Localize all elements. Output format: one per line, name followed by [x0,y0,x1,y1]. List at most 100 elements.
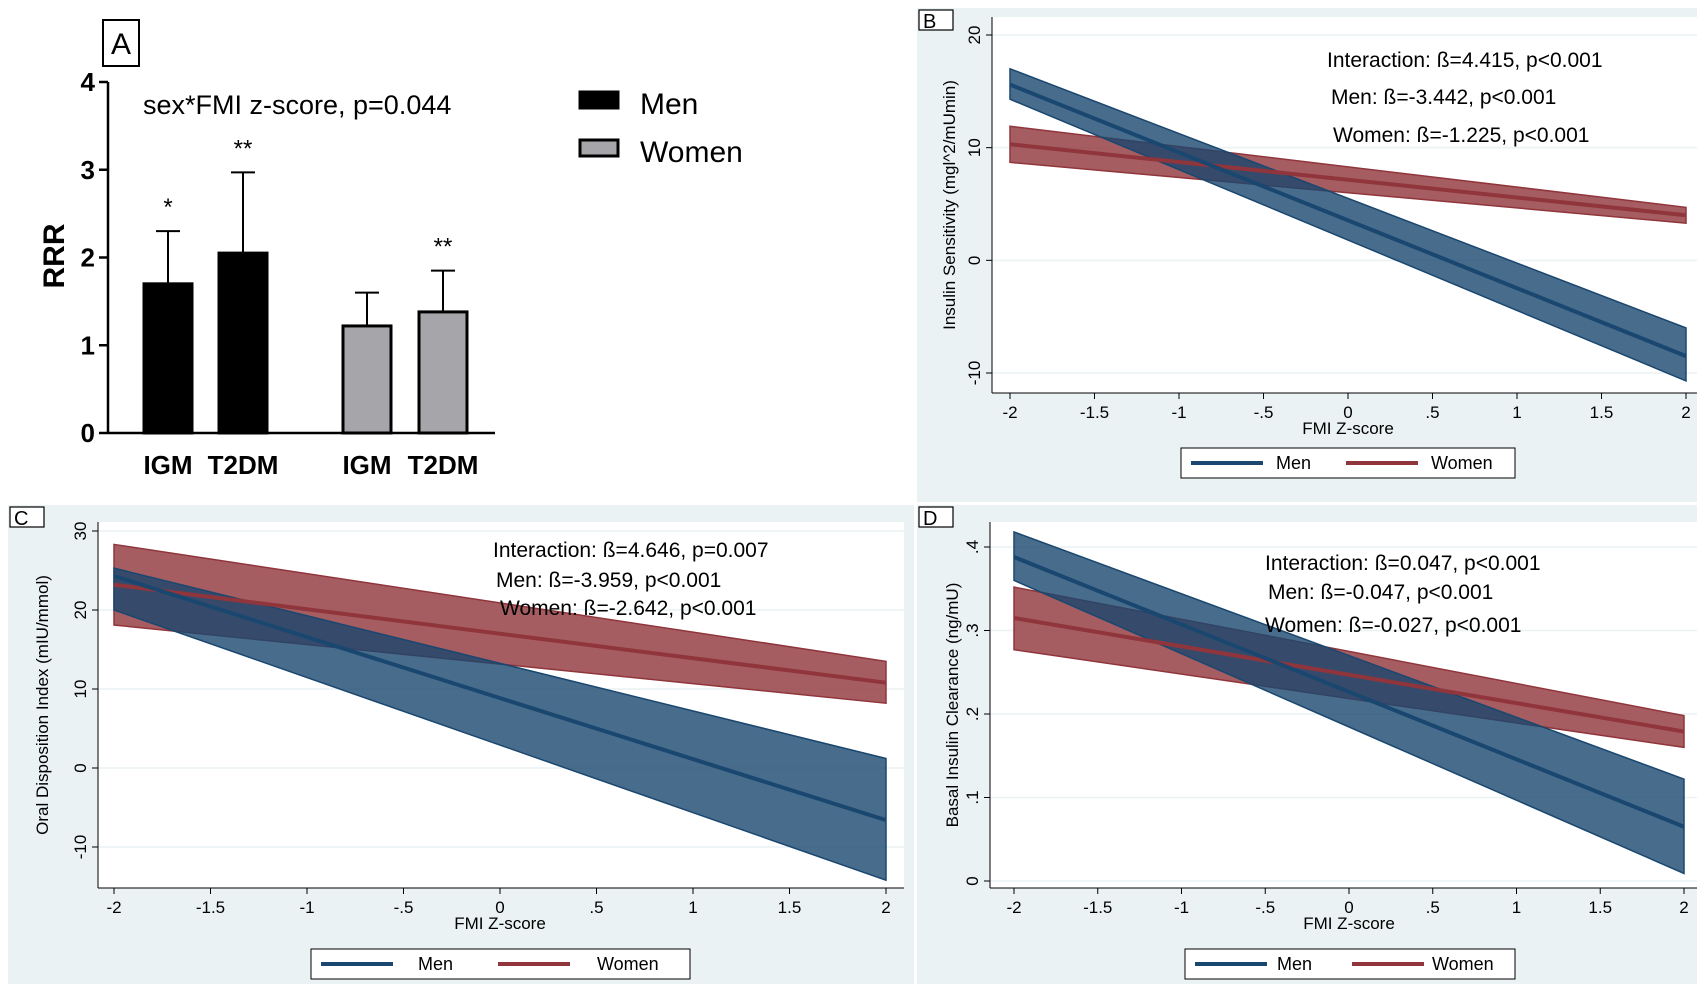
panel-label: C [14,508,28,530]
fit-line [113,574,887,823]
y-tick-label: 10 [965,138,984,157]
ci-band [1009,67,1687,383]
y-axis-label: RRR [38,223,71,288]
x-tick-label: 1 [1512,403,1521,422]
x-tick-label: 2 [1679,898,1688,917]
y-tick-label: .3 [963,623,982,637]
y-axis-label: Oral Disposition Index (mIU/mmol) [33,575,52,835]
panel-label: A [111,28,131,61]
coefficient-annotation: Interaction: ß=0.047, p<0.001 [1265,552,1541,575]
y-tick-label: 30 [71,522,90,541]
ci-band [113,567,887,882]
y-tick-label: 0 [81,418,95,448]
panel-c: C -10 0 10 20 30 -2 -1.5 -1 -.5 0 .5 1 1.5 2 FMI Z-scor… [8,505,914,984]
legend-label: Women [1432,954,1494,974]
y-axis-label: Basal Insulin Clearance (ng/mU) [943,583,962,828]
legend-swatch [578,138,620,158]
x-tick-label: -.5 [1255,898,1275,917]
y-tick-label: 0 [71,763,90,772]
x-tick-label: 0 [1343,403,1352,422]
y-tick-label: .4 [963,540,982,554]
x-tick-label: -1 [1174,898,1189,917]
legend-label: Men [1277,954,1312,974]
legend: Men Women [310,948,691,980]
x-tick-label: -1 [299,898,314,917]
panel-label: D [923,508,937,530]
legend-label: Men [640,88,698,121]
y-tick-label: 20 [71,601,90,620]
y-tick-label: 0 [965,256,984,265]
x-tick-label: 2 [881,898,890,917]
x-tick-label: 1.5 [778,898,802,917]
fit-line [1013,555,1685,829]
fit-line [113,582,887,685]
y-tick-label: .1 [963,790,982,804]
bar [341,324,393,435]
legend: Men Women [1184,948,1516,980]
legend-label: Men [418,954,453,974]
coefficient-annotation: Men: ß=-0.047, p<0.001 [1268,581,1493,604]
fit-line [1009,142,1687,218]
y-tick-label: -10 [71,835,90,860]
x-tick-label: -.5 [394,898,414,917]
bar [217,251,269,435]
x-tick-label: -2 [106,898,121,917]
legend-label: Women [640,136,743,169]
significance-marker: ** [434,234,453,261]
coefficient-annotation: Interaction: ß=4.415, p<0.001 [1327,49,1603,72]
y-tick-label: -10 [965,361,984,386]
coefficient-annotation: Women: ß=-0.027, p<0.001 [1265,614,1521,637]
y-tick-label: 4 [81,67,96,97]
coefficient-annotation: Women: ß=-2.642, p<0.001 [500,597,756,620]
legend-label: Women [597,954,659,974]
y-tick-label: 10 [71,680,90,699]
panel-b: B -10 0 10 20 -2 -1.5 -1 -.5 0 .5 1 1.5 2 FMI Z-score I… [917,8,1697,502]
x-tick-label: -1 [1171,403,1186,422]
legend: Men Women [1180,447,1516,479]
ci-band [1013,530,1685,875]
bar [142,282,194,435]
x-tick-label: 1 [688,898,697,917]
significance-marker: * [163,194,172,221]
x-tick-label: .5 [1426,898,1440,917]
x-tick-label: 0 [1344,898,1353,917]
x-tick-label: 1.5 [1588,898,1612,917]
coefficient-annotation: Women: ß=-1.225, p<0.001 [1333,124,1589,147]
panel-label-box [9,506,45,528]
panel-label: B [923,11,936,33]
x-axis-label: FMI Z-score [1303,914,1395,933]
x-tick-label: T2DM [408,450,479,480]
panel-label-box [102,19,140,67]
panel-label-box [918,506,954,528]
panel-a: A 0 1 2 3 4 RRR sex*FMI z-score, p=0.044 * IGM ** T… [38,19,743,480]
bar [417,310,469,435]
x-tick-label: IGM [342,450,391,480]
x-tick-label: .5 [589,898,603,917]
y-tick-label: 2 [81,243,95,273]
legend-swatch [578,90,620,110]
x-tick-label: -1.5 [196,898,225,917]
x-tick-label: 0 [495,898,504,917]
x-tick-label: 1 [1512,898,1521,917]
fit-line [1013,616,1685,734]
legend-a: Men Women [578,88,743,169]
x-tick-label: -2 [1002,403,1017,422]
x-tick-label: -1.5 [1080,403,1109,422]
legend-label: Women [1431,453,1493,473]
x-tick-label: 1.5 [1590,403,1614,422]
x-tick-label: -1.5 [1083,898,1112,917]
x-tick-label: -2 [1006,898,1021,917]
y-tick-label: 20 [965,26,984,45]
x-tick-label: 2 [1681,403,1690,422]
significance-marker: ** [234,135,253,162]
panel-d: D 0 .1 .2 .3 .4 -2 -1.5 -1 -.5 0 .5 1 1.5 2 FMI Z-score… [917,505,1697,984]
x-axis-label: FMI Z-score [1302,419,1394,438]
y-axis-label: Insulin Sensitivity (mgl^2/mUmin) [940,80,959,330]
x-tick-label: T2DM [208,450,279,480]
y-tick-label: .2 [963,707,982,721]
x-tick-label: IGM [143,450,192,480]
y-tick-label: 0 [963,876,982,885]
coefficient-annotation: Men: ß=-3.442, p<0.001 [1331,86,1556,109]
interaction-annotation: sex*FMI z-score, p=0.044 [143,90,451,120]
coefficient-annotation: Men: ß=-3.959, p<0.001 [496,569,721,592]
